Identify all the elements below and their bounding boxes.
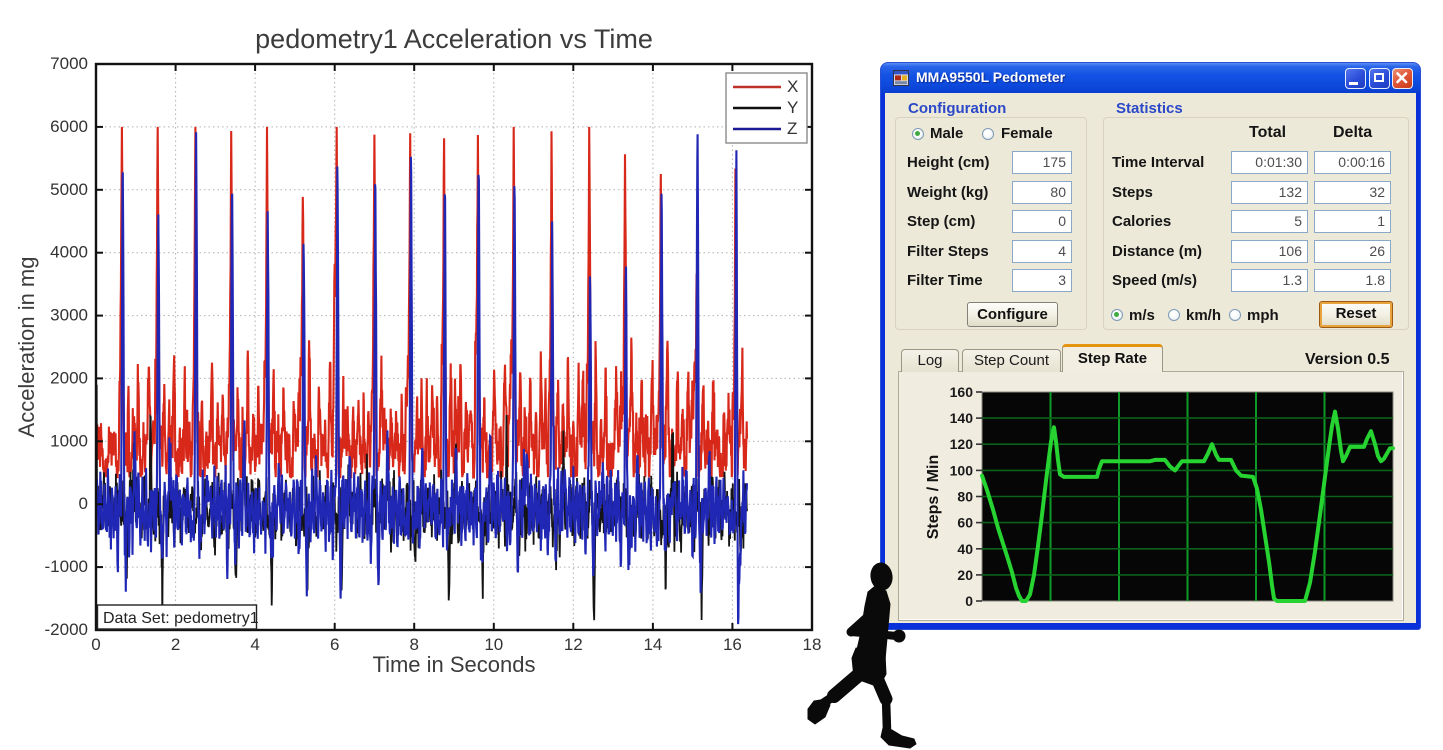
svg-text:100: 100 (950, 462, 974, 478)
svg-text:10: 10 (484, 635, 503, 654)
svg-text:18: 18 (803, 635, 822, 654)
svg-text:8: 8 (409, 635, 418, 654)
svg-text:Steps / Min: Steps / Min (925, 455, 942, 539)
svg-text:40: 40 (957, 541, 973, 557)
svg-text:Z: Z (787, 119, 797, 138)
svg-text:60: 60 (957, 515, 973, 531)
svg-text:140: 140 (950, 410, 974, 426)
svg-text:80: 80 (957, 489, 973, 505)
svg-text:0: 0 (79, 494, 88, 513)
svg-text:Time in Seconds: Time in Seconds (372, 652, 535, 677)
svg-text:16: 16 (723, 635, 742, 654)
svg-text:0: 0 (91, 635, 100, 654)
svg-text:160: 160 (950, 384, 974, 400)
svg-text:3000: 3000 (50, 306, 88, 325)
svg-text:120: 120 (950, 436, 974, 452)
svg-text:X: X (787, 77, 798, 96)
svg-text:pedometry1 Acceleration vs Tim: pedometry1 Acceleration vs Time (255, 24, 653, 54)
svg-text:-1000: -1000 (45, 557, 88, 576)
svg-text:Y: Y (787, 98, 798, 117)
svg-text:20: 20 (957, 567, 973, 583)
svg-text:4: 4 (250, 635, 259, 654)
svg-text:1000: 1000 (50, 431, 88, 450)
svg-text:5000: 5000 (50, 180, 88, 199)
svg-text:Acceleration in mg: Acceleration in mg (14, 257, 39, 438)
svg-text:0: 0 (965, 593, 973, 609)
svg-text:4000: 4000 (50, 243, 88, 262)
svg-text:12: 12 (564, 635, 583, 654)
svg-text:2000: 2000 (50, 368, 88, 387)
svg-text:-2000: -2000 (45, 620, 88, 639)
svg-text:6: 6 (330, 635, 339, 654)
svg-text:Data Set: pedometry1: Data Set: pedometry1 (103, 610, 259, 627)
svg-text:7000: 7000 (50, 54, 88, 73)
svg-text:14: 14 (643, 635, 662, 654)
svg-text:6000: 6000 (50, 117, 88, 136)
svg-text:2: 2 (171, 635, 180, 654)
